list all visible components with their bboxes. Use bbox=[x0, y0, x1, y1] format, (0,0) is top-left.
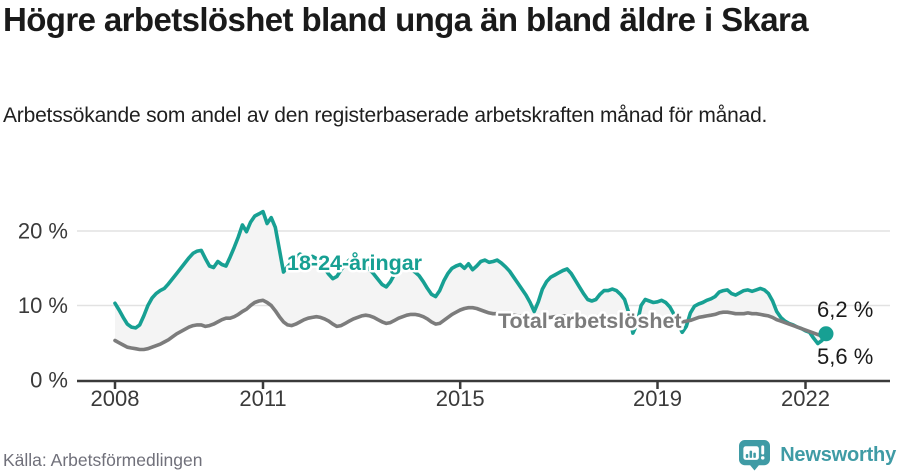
end-value-label-youth: 6,2 % bbox=[817, 297, 873, 322]
y-tick-label: 0 % bbox=[30, 368, 68, 393]
series-end-dot bbox=[818, 326, 834, 342]
chart-subtitle: Arbetssökande som andel av den registerb… bbox=[3, 104, 768, 127]
series-line-youth bbox=[113, 209, 828, 346]
end-value-label-total: 5,6 % bbox=[817, 344, 873, 369]
x-tick-label: 2011 bbox=[239, 386, 286, 411]
series-fill-area bbox=[115, 211, 826, 350]
brand-name: Newsworthy bbox=[780, 443, 896, 466]
x-tick-label: 2019 bbox=[633, 386, 682, 411]
series-line-total bbox=[113, 298, 828, 352]
source-note: Källa: Arbetsförmedlingen bbox=[3, 450, 203, 470]
y-tick-label: 10 % bbox=[18, 293, 68, 318]
x-tick-label: 2015 bbox=[436, 386, 485, 411]
series-label-youth: 18-24-åringar bbox=[287, 251, 423, 275]
newsworthy-icon bbox=[739, 439, 771, 471]
y-tick-label: 20 % bbox=[18, 219, 68, 244]
series-label-total: Total arbetslöshet bbox=[498, 309, 682, 333]
x-tick-label: 2022 bbox=[781, 386, 830, 411]
brand-logo: Newsworthy bbox=[738, 439, 896, 471]
x-tick-label: 2008 bbox=[91, 386, 140, 411]
page-title: Högre arbetslöshet bland unga än bland ä… bbox=[3, 1, 809, 38]
